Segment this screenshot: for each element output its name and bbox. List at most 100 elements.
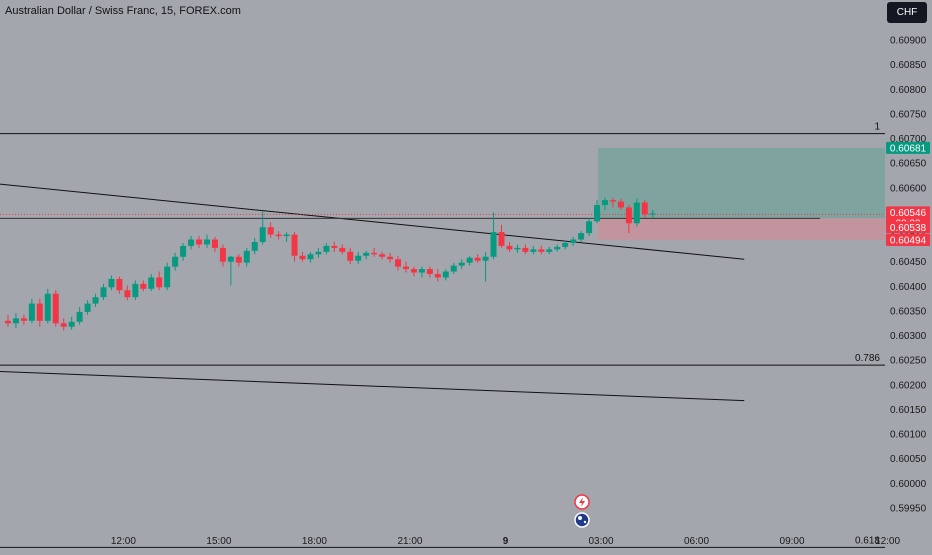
candle	[458, 259, 465, 270]
candle-body	[140, 283, 147, 289]
candle	[140, 280, 147, 292]
candle	[211, 237, 218, 252]
candle-body	[124, 290, 131, 298]
time-tick-label: 18:00	[302, 536, 327, 547]
candle	[283, 232, 290, 242]
price-tick-label: 0.60750	[890, 109, 927, 120]
price-tick-label: 0.59950	[890, 504, 927, 515]
candle	[418, 266, 425, 278]
candle-body	[100, 287, 107, 298]
candle-body	[594, 205, 601, 222]
time-tick-label: 06:00	[684, 536, 709, 547]
candle	[347, 247, 354, 265]
currency-button[interactable]: CHF	[887, 2, 927, 23]
target-price-label: 0.60681	[886, 141, 930, 154]
candle-body	[625, 207, 632, 224]
candle-body	[132, 283, 139, 298]
candle-body	[227, 256, 234, 262]
candle	[92, 293, 99, 308]
flash-event-icon[interactable]	[574, 494, 590, 510]
candle-body	[275, 234, 282, 237]
candle-body	[641, 202, 648, 215]
candle-body	[434, 274, 441, 278]
candle-body	[259, 227, 266, 242]
price-tick-label: 0.60100	[890, 430, 927, 441]
time-axis[interactable]: 12:00 15:00 18:00 21:00 9 03:00 06:00 09:00 12:0…	[111, 536, 901, 547]
time-tick-label: 09:00	[780, 536, 805, 547]
candle-body	[68, 321, 75, 327]
candle	[291, 232, 298, 262]
candle-body	[211, 239, 218, 248]
price-axis[interactable]: 0.609000.608500.608000.607500.607000.606…	[890, 36, 927, 515]
price-label-bg	[886, 141, 930, 154]
price-tick-label: 0.60850	[890, 60, 927, 71]
candle	[522, 244, 529, 255]
candle-body	[395, 259, 402, 267]
candle-body	[442, 271, 449, 278]
candle	[355, 251, 362, 265]
candle-body	[156, 277, 163, 288]
candle-body	[339, 247, 346, 252]
lower-channel-line	[0, 371, 745, 402]
candle-body	[84, 303, 91, 312]
candle-body	[482, 256, 489, 261]
candle	[466, 255, 473, 266]
australia-flag-event-icon[interactable]	[574, 512, 590, 528]
candle-body	[267, 227, 274, 235]
candle-body	[474, 257, 481, 261]
candle	[554, 244, 561, 252]
price-tick-label: 0.60250	[890, 356, 927, 367]
candle-body	[601, 200, 608, 206]
candle	[219, 244, 226, 267]
candle-body	[649, 213, 656, 215]
candle-body	[331, 245, 338, 248]
candle	[402, 261, 409, 273]
candle	[609, 197, 616, 208]
candle-body	[355, 255, 362, 261]
candle	[387, 252, 394, 263]
position-zones	[598, 147, 885, 241]
candle	[490, 212, 497, 260]
candle	[434, 269, 441, 282]
candle	[633, 198, 640, 227]
candle	[410, 266, 417, 277]
candle	[243, 247, 250, 267]
price-label-text: 0.60538	[890, 223, 927, 234]
price-tick-label: 0.60600	[890, 183, 927, 194]
candle	[156, 271, 163, 291]
candle-body	[546, 249, 553, 252]
candle	[323, 242, 330, 255]
candle	[331, 241, 338, 252]
candle	[172, 252, 179, 271]
candle	[124, 285, 131, 301]
candle-body	[148, 277, 155, 289]
time-tick-label: 21:00	[397, 536, 422, 547]
candle	[44, 288, 51, 324]
candle-body	[116, 278, 123, 291]
candle-body	[203, 239, 210, 245]
candle	[148, 274, 155, 292]
candle-body	[196, 239, 203, 245]
candle	[36, 298, 43, 327]
candle-body	[562, 242, 569, 247]
candle-body	[20, 318, 27, 321]
candle	[594, 200, 601, 224]
candle-body	[315, 251, 322, 255]
candle	[188, 236, 195, 250]
candle	[28, 298, 35, 324]
candle-body	[52, 293, 59, 324]
candle-body	[458, 262, 465, 266]
candle	[196, 236, 203, 248]
fib-level-label: 1	[874, 122, 880, 133]
candle	[578, 231, 585, 242]
candle-body	[617, 201, 624, 208]
price-tick-label: 0.60700	[890, 134, 927, 145]
candle	[474, 254, 481, 263]
candle-body	[514, 247, 521, 250]
candle-body	[426, 269, 433, 274]
candle-body	[307, 254, 314, 260]
candle-body	[92, 297, 99, 304]
stop-price-label: 0.60494	[886, 234, 930, 247]
